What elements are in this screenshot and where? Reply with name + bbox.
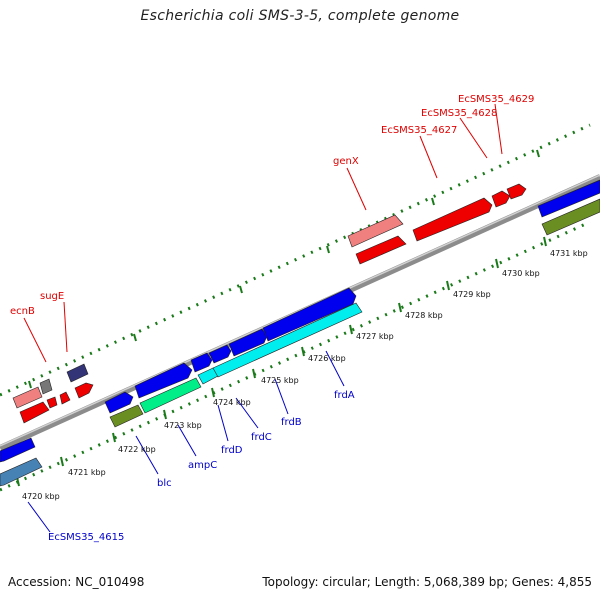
scale-label: 4731 kbp	[550, 249, 588, 258]
scale-label: 4730 kbp	[502, 269, 540, 278]
major-ticks	[16, 149, 547, 487]
label-EcSMS35_4615: EcSMS35_4615	[48, 532, 124, 543]
label-sugE: sugE	[40, 291, 64, 302]
leader-genX	[346, 167, 367, 211]
major-tick	[211, 387, 215, 398]
gene-blue-reverse-6	[262, 287, 357, 342]
scale-label: 4725 kbp	[261, 376, 299, 385]
scale-label: 4724 kbp	[213, 398, 251, 407]
label-frdC: frdC	[251, 432, 272, 443]
major-tick	[28, 380, 32, 389]
forward-strand-features	[12, 179, 600, 424]
lower-label-leaders	[27, 350, 345, 533]
gene-sugE-small	[39, 378, 53, 395]
major-tick	[398, 302, 402, 313]
gene-green-right	[541, 198, 600, 236]
major-tick	[495, 258, 499, 269]
major-tick	[431, 197, 435, 206]
scale-label: 4720 kbp	[22, 492, 60, 501]
major-tick	[349, 324, 353, 335]
label-ecnB: ecnB	[10, 306, 35, 317]
leader-4628	[459, 117, 488, 159]
gene-ecnb-cds-2	[19, 401, 50, 424]
major-tick	[301, 346, 305, 357]
label-blc: blc	[157, 478, 172, 489]
scale-label: 4722 kbp	[118, 445, 156, 454]
scale-label: 4728 kbp	[405, 311, 443, 320]
reverse-strand-features	[0, 198, 600, 487]
leader-blc	[135, 435, 159, 475]
leader-ampC	[177, 424, 197, 457]
scale-label: 4721 kbp	[68, 468, 106, 477]
scale-label: 4729 kbp	[453, 290, 491, 299]
gene-frdA	[212, 302, 363, 378]
gene-genx-red	[355, 235, 407, 265]
major-tick	[446, 280, 450, 291]
label-EcSMS35_4627: EcSMS35_4627	[381, 125, 457, 136]
genome-summary-text: Topology: circular; Length: 5,068,389 bp…	[262, 575, 592, 589]
gene-ecsms35-4615	[0, 457, 43, 487]
gene-ecsms35-4628	[491, 190, 511, 208]
gene-blue-reverse-5	[228, 328, 268, 357]
scale-label: 4723 kbp	[164, 421, 202, 430]
upper-gene-labels: ecnB sugE genX EcSMS35_4627 EcSMS35_4628…	[10, 94, 534, 317]
gene-blue-reverse-3	[190, 352, 213, 373]
leader-frdB	[274, 378, 289, 415]
major-tick	[326, 245, 330, 254]
gene-ecsms35-4627	[412, 197, 493, 242]
label-genX: genX	[333, 156, 359, 167]
leader-4627	[419, 135, 438, 179]
major-tick	[60, 456, 64, 467]
gene-ampC	[139, 377, 202, 414]
leader-ecnb	[23, 317, 47, 363]
major-tick	[252, 368, 256, 379]
gene-blue-reverse-2	[134, 362, 193, 399]
label-frdA: frdA	[334, 390, 355, 401]
gene-blue-reverse-1	[104, 391, 134, 414]
major-tick	[163, 409, 167, 420]
gene-ecsms35-4615-blue	[0, 437, 36, 463]
leader-frdA	[325, 350, 345, 387]
lower-tick-track	[0, 220, 591, 492]
gene-ecsms35-4629	[506, 183, 527, 200]
gene-blue-right	[537, 179, 600, 218]
label-ampC: ampC	[188, 460, 217, 471]
leader-frdD	[217, 404, 229, 442]
scale-label: 4727 kbp	[356, 332, 394, 341]
major-tick	[536, 149, 540, 158]
gene-ecnb-cds	[12, 386, 43, 409]
genome-title: Escherichia coli SMS-3-5, complete genom…	[140, 8, 460, 24]
leader-4615	[27, 501, 51, 533]
gene-blue-reverse-4	[208, 344, 232, 364]
gene-small-red-1	[46, 396, 58, 409]
lower-gene-labels: blc ampC frdD frdC frdB frdA EcSMS35_461…	[48, 390, 355, 543]
gene-red-arrow	[74, 382, 94, 399]
leader-sugE	[63, 301, 68, 353]
label-frdB: frdB	[281, 417, 302, 428]
label-frdD: frdD	[221, 445, 243, 456]
gene-genx-pink	[347, 214, 404, 248]
upper-tick-track	[0, 123, 591, 397]
scale-label: 4726 kbp	[308, 354, 346, 363]
leader-4629	[494, 103, 503, 155]
accession-text: Accession: NC_010498	[8, 575, 145, 589]
major-tick	[239, 285, 243, 294]
scale-labels: 4720 kbp 4721 kbp 4722 kbp 4723 kbp 4724…	[22, 249, 588, 501]
major-tick	[543, 236, 547, 247]
upper-label-leaders	[23, 103, 503, 363]
label-EcSMS35_4628: EcSMS35_4628	[421, 108, 497, 119]
gene-small-red-2	[59, 391, 71, 405]
gene-blc	[109, 404, 144, 428]
major-tick	[133, 333, 137, 342]
major-tick	[112, 432, 116, 443]
gene-sugE-cds	[66, 363, 89, 383]
label-EcSMS35_4629: EcSMS35_4629	[458, 94, 534, 105]
leader-frdC	[235, 397, 259, 429]
